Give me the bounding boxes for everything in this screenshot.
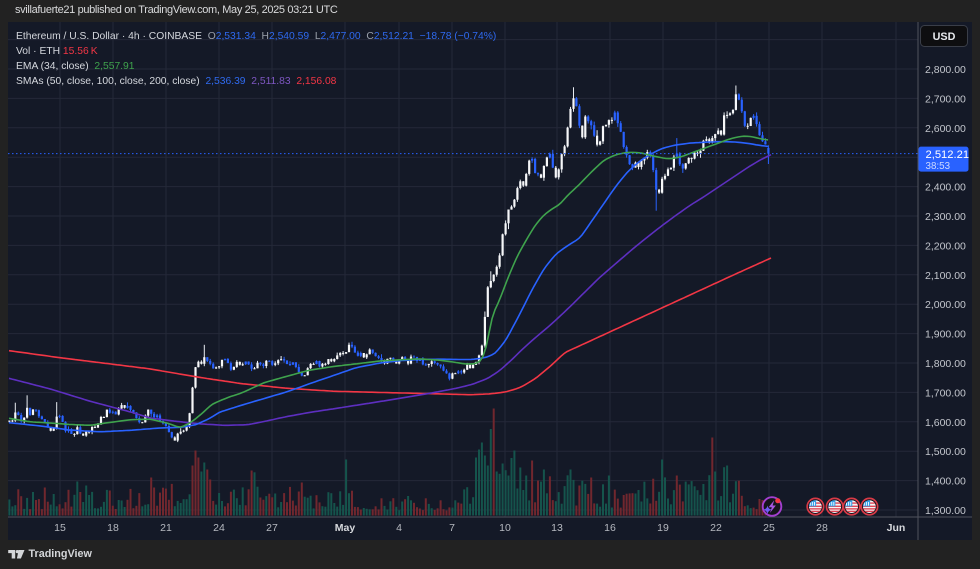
svg-text:2,400.00: 2,400.00 xyxy=(925,182,966,194)
svg-text:7: 7 xyxy=(449,522,455,534)
svg-text:27: 27 xyxy=(266,522,278,534)
svg-text:1,600.00: 1,600.00 xyxy=(925,417,966,429)
svg-text:2,100.00: 2,100.00 xyxy=(925,270,966,282)
svg-text:4: 4 xyxy=(396,522,402,534)
svg-text:13: 13 xyxy=(551,522,563,534)
svg-text:May: May xyxy=(335,522,356,534)
svg-text:28: 28 xyxy=(816,522,828,534)
svg-text:22: 22 xyxy=(710,522,722,534)
svg-text:21: 21 xyxy=(160,522,172,534)
svg-text:2,600.00: 2,600.00 xyxy=(925,123,966,135)
svg-text:1,700.00: 1,700.00 xyxy=(925,387,966,399)
svg-text:2,000.00: 2,000.00 xyxy=(925,299,966,311)
svg-text:18: 18 xyxy=(107,522,119,534)
svg-text:2,800.00: 2,800.00 xyxy=(925,64,966,76)
svg-text:1,900.00: 1,900.00 xyxy=(925,329,966,341)
svg-text:38:53: 38:53 xyxy=(926,161,951,172)
svg-text:25: 25 xyxy=(763,522,775,534)
svg-text:2,200.00: 2,200.00 xyxy=(925,240,966,252)
svg-text:24: 24 xyxy=(213,522,225,534)
svg-text:1,400.00: 1,400.00 xyxy=(925,476,966,488)
svg-text:10: 10 xyxy=(499,522,511,534)
svg-text:16: 16 xyxy=(604,522,616,534)
svg-text:2,300.00: 2,300.00 xyxy=(925,211,966,223)
svg-text:Jun: Jun xyxy=(887,522,906,534)
svg-text:15: 15 xyxy=(54,522,66,534)
svg-text:1,300.00: 1,300.00 xyxy=(925,505,966,517)
svg-text:USD: USD xyxy=(933,31,956,43)
svg-text:2,512.21: 2,512.21 xyxy=(926,149,970,161)
svg-text:1,500.00: 1,500.00 xyxy=(925,446,966,458)
svg-text:1,800.00: 1,800.00 xyxy=(925,358,966,370)
svg-text:19: 19 xyxy=(657,522,669,534)
svg-text:2,700.00: 2,700.00 xyxy=(925,93,966,105)
